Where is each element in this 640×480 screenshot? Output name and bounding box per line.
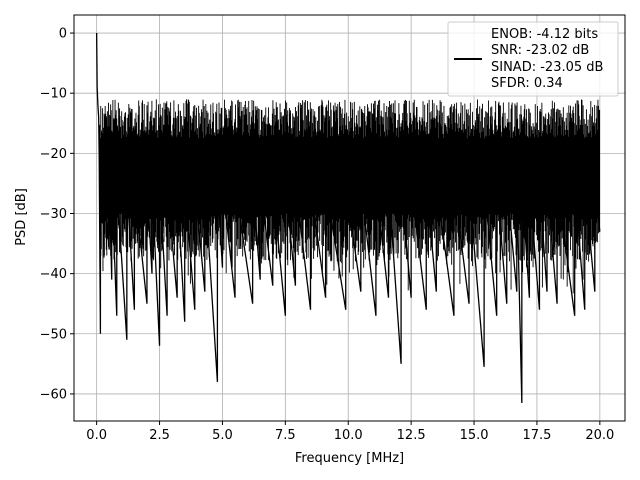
x-tick-label: 15.0 [460, 428, 489, 443]
x-tick-label: 2.5 [149, 428, 170, 443]
y-axis-ticks: 0 −10 −20 −30 −40 −50 −60 [40, 27, 74, 402]
x-axis-ticks: 0.0 2.5 5.0 7.5 10.0 12.5 15.0 17.5 20.0 [86, 421, 614, 443]
y-tick-label: −40 [40, 267, 67, 282]
plot-frame [73, 14, 626, 422]
legend-sinad: SINAD: -23.05 dB [491, 60, 603, 75]
x-tick-label: 20.0 [585, 428, 614, 443]
y-tick-label: −20 [40, 147, 67, 162]
legend-snr: SNR: -23.02 dB [491, 43, 589, 58]
x-tick-label: 5.0 [212, 428, 233, 443]
y-axis-label: PSD [dB] [14, 188, 29, 246]
x-tick-label: 7.5 [275, 428, 296, 443]
x-axis-label: Frequency [MHz] [295, 451, 404, 466]
legend: ENOB: -4.12 bits SNR: -23.02 dB SINAD: -… [447, 21, 619, 97]
y-tick-label: −30 [40, 207, 67, 222]
legend-sfdr: SFDR: 0.34 [491, 76, 563, 91]
x-tick-label: 0.0 [86, 428, 107, 443]
x-tick-label: 12.5 [397, 428, 426, 443]
y-tick-label: 0 [59, 27, 67, 42]
y-tick-label: −60 [40, 387, 67, 402]
legend-box [447, 21, 619, 97]
x-tick-label: 10.0 [334, 428, 363, 443]
y-tick-label: −50 [40, 327, 67, 342]
legend-enob: ENOB: -4.12 bits [491, 27, 598, 42]
x-tick-label: 17.5 [522, 428, 551, 443]
psd-series-line [95, 33, 601, 403]
y-tick-label: −10 [40, 87, 67, 102]
